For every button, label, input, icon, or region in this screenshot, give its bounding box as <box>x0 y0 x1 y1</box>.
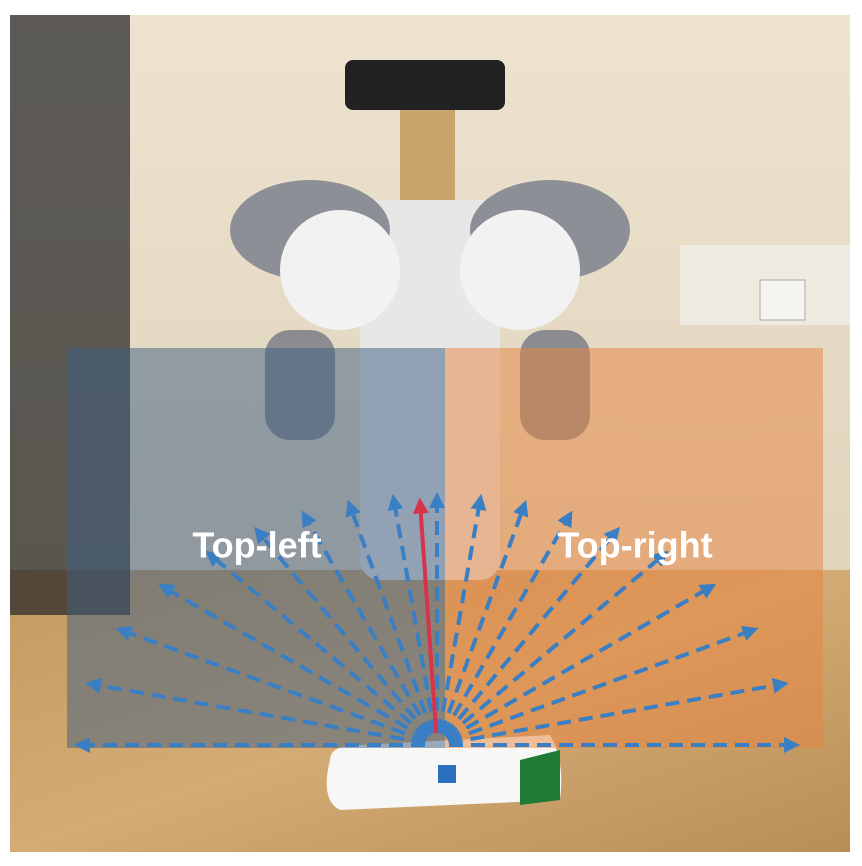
arrow <box>448 677 789 745</box>
arrow <box>85 677 426 745</box>
top-right-region <box>445 348 823 748</box>
arrow <box>447 625 759 743</box>
arrow <box>345 499 435 735</box>
arrow <box>253 526 431 738</box>
arrow <box>115 625 427 743</box>
region-label: Top-left <box>192 525 321 566</box>
arrow <box>157 583 428 741</box>
arrow <box>387 493 437 734</box>
arrow <box>446 583 717 741</box>
arrow <box>441 510 573 736</box>
arrow <box>437 493 487 734</box>
region-label: Top-right <box>557 525 712 566</box>
arrow <box>439 499 529 735</box>
arrow <box>443 526 621 738</box>
arrow <box>301 510 433 736</box>
arrow <box>205 550 430 739</box>
arrow <box>412 497 439 734</box>
arrow <box>444 550 669 739</box>
arrow-fan <box>74 492 800 753</box>
